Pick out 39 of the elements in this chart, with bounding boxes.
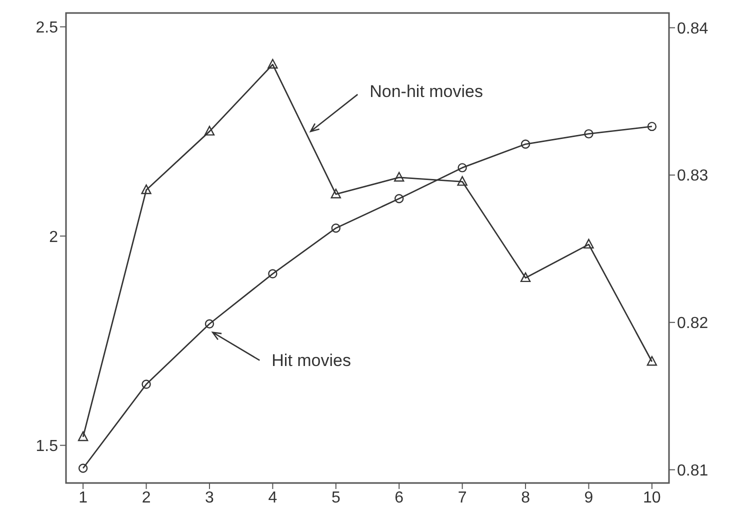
- x-tick-label: 4: [268, 489, 278, 506]
- x-tick-label: 7: [458, 489, 467, 506]
- point: [457, 176, 468, 186]
- point: [204, 126, 215, 136]
- point: [458, 163, 467, 172]
- point: [394, 172, 404, 182]
- point: [268, 58, 278, 69]
- y2-tick-label: 0.82: [677, 315, 708, 332]
- x-tick-label: 5: [331, 489, 340, 506]
- y2-tick-label: 0.84: [677, 20, 708, 38]
- point: [520, 272, 531, 282]
- y-tick-label: 1.5: [36, 438, 58, 456]
- point: [268, 269, 278, 278]
- x-tick-label: 2: [142, 489, 151, 506]
- x-tick-label: 1: [78, 489, 88, 506]
- y2-tick-label: 0.81: [677, 462, 708, 480]
- point: [331, 224, 340, 233]
- point: [394, 194, 404, 204]
- point: [646, 356, 658, 366]
- x-tick-label: 8: [521, 489, 530, 506]
- point: [142, 380, 151, 389]
- y-tick-label: 2.5: [36, 19, 58, 36]
- annotation: Hit movies: [272, 350, 351, 370]
- point: [141, 184, 152, 194]
- point: [584, 238, 594, 249]
- point: [330, 188, 341, 198]
- y2-tick-label: 0.83: [677, 168, 708, 185]
- annotation: Non-hit movies: [370, 82, 483, 101]
- point: [78, 431, 88, 442]
- x-tick-label: 9: [584, 489, 594, 506]
- point: [520, 140, 530, 149]
- y-tick-label: 2: [49, 228, 58, 246]
- point: [584, 129, 594, 138]
- point: [204, 319, 214, 328]
- x-tick-label: 6: [394, 489, 404, 506]
- x-tick-label: 10: [643, 489, 661, 506]
- point: [647, 122, 657, 132]
- x-tick-label: 3: [205, 489, 214, 506]
- point: [78, 464, 88, 473]
